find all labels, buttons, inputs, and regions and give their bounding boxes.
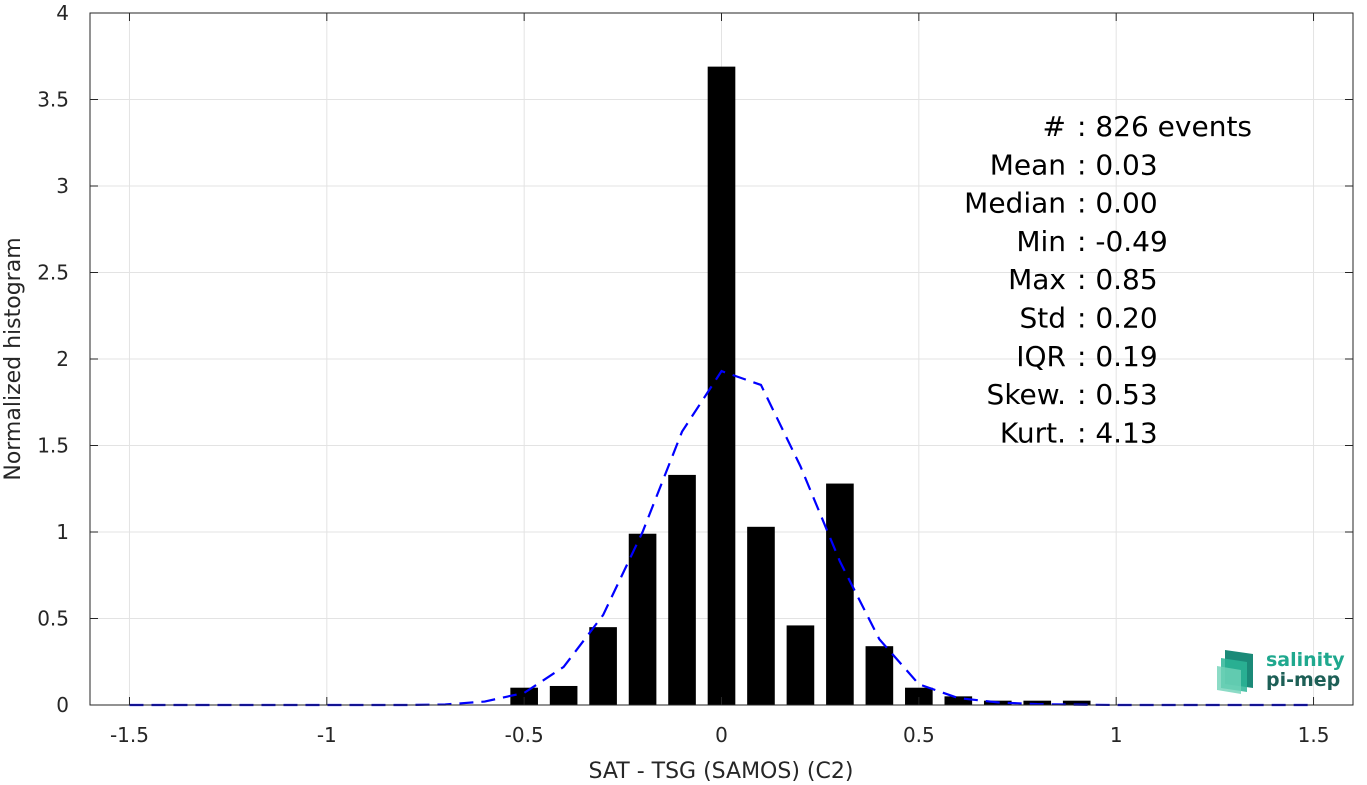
x-tick-label: 1.5 — [1298, 723, 1330, 747]
stat-value: : 0.20 — [1077, 302, 1158, 335]
y-tick-label: 2 — [56, 347, 69, 371]
logo-line2: pi-mep — [1266, 669, 1340, 691]
bars — [510, 66, 1091, 705]
stat-value: : 0.53 — [1077, 378, 1158, 411]
stat-value: : 0.00 — [1077, 187, 1158, 220]
histogram-bar — [707, 66, 736, 705]
stat-value: : -0.49 — [1077, 225, 1168, 258]
stat-value: : 0.03 — [1077, 148, 1158, 181]
stat-key: Skew. — [987, 378, 1066, 411]
histogram-bar — [905, 687, 933, 705]
stat-key: Max — [1008, 263, 1066, 296]
x-tick-label: -1 — [317, 723, 337, 747]
histogram-bar — [865, 646, 894, 705]
stat-key: Mean — [990, 148, 1066, 181]
stat-value: : 4.13 — [1077, 416, 1158, 449]
stat-value: : 826 events — [1077, 110, 1252, 143]
x-tick-label: 0 — [715, 723, 728, 747]
stat-key: # — [1043, 110, 1066, 143]
logo-line1: salinity — [1266, 649, 1345, 671]
x-tick-label: -0.5 — [505, 723, 544, 747]
histogram-bar — [786, 625, 815, 705]
x-tick-label: -1.5 — [110, 723, 149, 747]
stats-annotation: # : 826 events Mean : 0.03 Median : 0.00 Min:… — [964, 110, 1252, 449]
stat-key: Kurt. — [1000, 416, 1066, 449]
y-tick-label: 3.5 — [37, 88, 69, 112]
fit-curve-layer — [129, 369, 1314, 707]
histogram-bar — [628, 533, 657, 705]
fit-curve — [129, 369, 1314, 707]
y-tick-label: 0 — [56, 693, 69, 717]
stat-key: Min — [1016, 225, 1066, 258]
x-tick-label: 0.5 — [903, 723, 935, 747]
salinity-pi-mep-logo: salinity pi-mep — [1217, 649, 1345, 694]
histogram-bar — [826, 483, 854, 705]
histogram-bar — [549, 685, 578, 705]
stat-value: : 0.19 — [1077, 340, 1158, 373]
x-tick-label: 1 — [1110, 723, 1123, 747]
histogram-bar — [1062, 700, 1091, 705]
logo-mark-icon — [1217, 650, 1253, 694]
histogram-bar — [589, 627, 617, 705]
ticks: -1.5 -1 -0.5 0 0.5 1 1.5 0 0.5 1 1.5 2 2.5 3 3.5 4 — [37, 1, 1353, 747]
histogram-bar — [510, 687, 538, 705]
y-tick-label: 0.5 — [37, 607, 69, 631]
y-tick-label: 1.5 — [37, 434, 69, 458]
stat-key: IQR — [1016, 340, 1066, 373]
y-tick-label: 3 — [56, 174, 69, 198]
histogram-bar — [1023, 700, 1052, 705]
y-axis-label: Normalized histogram — [1, 237, 26, 480]
y-tick-label: 1 — [56, 520, 69, 544]
histogram-bar — [668, 474, 696, 705]
histogram-bar — [747, 526, 775, 705]
stat-key: Median — [964, 187, 1066, 220]
stat-value: : 0.85 — [1077, 263, 1158, 296]
histogram-bar — [944, 696, 973, 705]
y-tick-label: 4 — [56, 1, 69, 25]
stat-key: Std — [1019, 302, 1066, 335]
x-axis-label: SAT - TSG (SAMOS) (C2) — [589, 759, 854, 784]
y-tick-label: 2.5 — [37, 261, 69, 285]
